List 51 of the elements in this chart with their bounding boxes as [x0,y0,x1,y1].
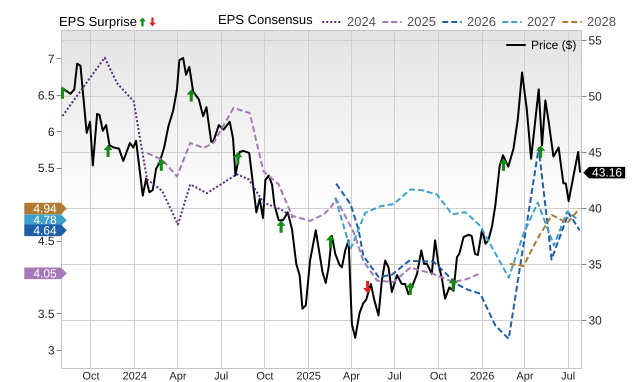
legend-label: 2025 [407,14,436,29]
y-tick-label: 3.5 [38,306,55,321]
legend-label: 2024 [347,14,376,29]
x-tick-label: Jul [561,370,576,382]
x-tick-label: Jul [214,370,228,382]
point [498,158,508,171]
legend-label: Price ($) [531,38,576,52]
y2-tick-label: 35 [588,257,602,272]
point [276,220,286,233]
line-series [508,207,581,268]
x-tick-label: Apr [516,370,534,382]
data-label: 43.16 [592,166,622,180]
y2-tick-label: 45 [588,145,602,160]
x-tick-label: Oct [256,370,274,382]
y-tick-label: 7 [48,52,55,66]
point [103,144,113,158]
line-series [61,56,295,226]
line-series [334,188,580,279]
x-tick-label: Apr [342,370,360,382]
text: 4.05 [33,266,57,280]
line-series [61,56,581,339]
legend-label: 2028 [587,14,616,29]
point [536,146,546,158]
line-series [335,147,581,340]
point [448,278,458,290]
x-tick-label: Oct [430,370,447,382]
x-tick-label: Jul [388,370,402,382]
point [326,235,336,248]
legend-title: EPS Consensus [218,12,314,27]
point [406,282,415,295]
x-tick-label: Oct [82,370,100,382]
point [233,152,242,164]
text: EPS Surprise [59,14,138,29]
y2-tick-label: 50 [588,90,602,104]
x-tick-label: 2026 [470,370,494,382]
y2-tick-label: 40 [588,201,602,216]
y-tick-label: 5.5 [38,161,55,176]
y2-tick-label: 30 [588,313,602,328]
point [362,281,372,294]
x-tick-label: 2025 [296,370,321,382]
y-tick-label: 3 [48,343,55,358]
y-tick-label: 6 [48,124,55,139]
y2-tick-label: 55 [588,34,602,48]
point [156,158,166,171]
x-tick-label: 2024 [122,370,147,382]
text: 4.94 [33,201,57,216]
legend-label: 2027 [527,14,556,29]
point [186,89,196,102]
y-tick-label: 6.5 [38,88,55,102]
legend-label: 2026 [467,14,496,29]
x-tick-label: Apr [169,370,187,382]
